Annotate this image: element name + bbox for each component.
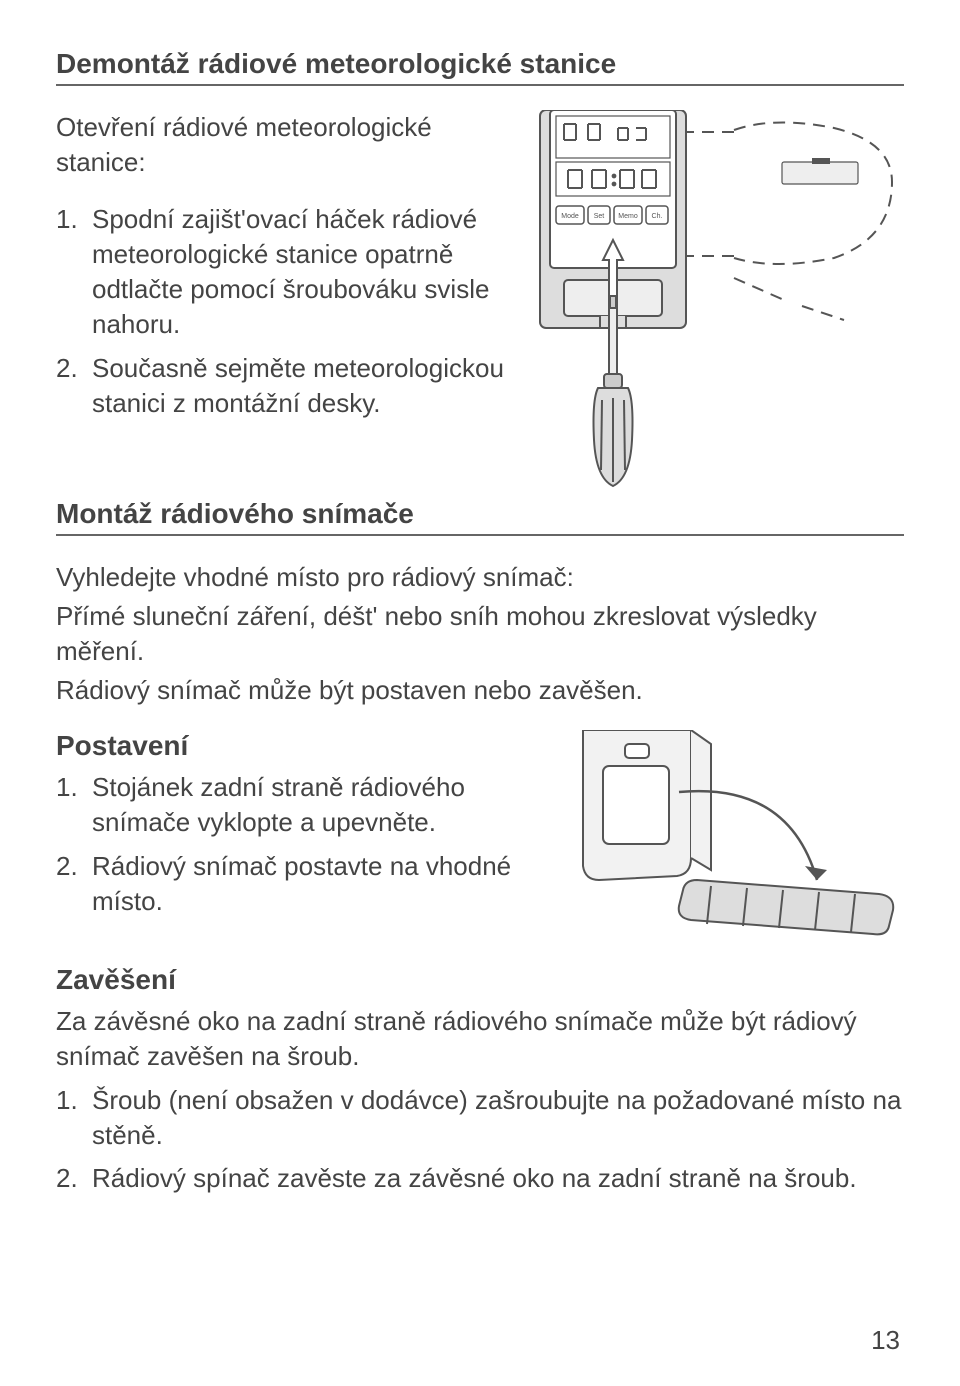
- section2-title: Montáž rádiového snímače: [56, 498, 904, 536]
- postaveni-text-col: Postavení Stojánek zadní straně rádiovéh…: [56, 730, 562, 940]
- sub2-title: Zavěšení: [56, 964, 904, 996]
- svg-text:Mode: Mode: [561, 213, 579, 220]
- section1-text-col: Otevření rádiové meteorologické stanice:…: [56, 110, 522, 490]
- svg-text:Set: Set: [594, 213, 605, 220]
- zaveseni-step2: Rádiový spínač zavěste za závěsné oko na…: [56, 1161, 904, 1196]
- section1-row: Otevření rádiové meteorologické stanice:…: [56, 110, 904, 490]
- zaveseni-step1: Šroub (není obsažen v dodávce) zašroubuj…: [56, 1083, 904, 1153]
- postaveni-step1: Stojánek zadní straně rádiového snímače …: [56, 770, 562, 840]
- illustration-stand: [574, 730, 904, 940]
- section2-intro1: Vyhledejte vhodné místo pro rádiový sním…: [56, 560, 904, 595]
- section1-step1: Spodní zajišt'ovací háček rádiové meteor…: [56, 202, 522, 342]
- postaveni-steps: Stojánek zadní straně rádiového snímače …: [56, 770, 562, 918]
- section1-intro: Otevření rádiové meteorologické stanice:: [56, 110, 522, 180]
- svg-text:Ch.: Ch.: [652, 213, 663, 220]
- section1-step2: Současně sejměte meteorologickou stanici…: [56, 351, 522, 421]
- sub1-title: Postavení: [56, 730, 562, 762]
- page: Demontáž rádiové meteorologické stanice …: [0, 0, 960, 1386]
- section1-steps: Spodní zajišt'ovací háček rádiové meteor…: [56, 202, 522, 421]
- svg-text:Memo: Memo: [618, 213, 638, 220]
- page-number: 13: [871, 1325, 900, 1356]
- section1-title: Demontáž rádiové meteorologické stanice: [56, 48, 904, 86]
- postaveni-row: Postavení Stojánek zadní straně rádiovéh…: [56, 730, 904, 940]
- hang-intro: Za závěsné oko na zadní straně rádiového…: [56, 1004, 904, 1074]
- zaveseni-steps: Šroub (není obsažen v dodávce) zašroubuj…: [56, 1083, 904, 1196]
- illustration-screwdriver: Mode Set Memo Ch.: [534, 110, 904, 490]
- section2-intro2: Přímé sluneční záření, déšt' nebo sníh m…: [56, 599, 904, 669]
- section2-intro3: Rádiový snímač může být postaven nebo za…: [56, 673, 904, 708]
- postaveni-step2: Rádiový snímač postavte na vhodné místo.: [56, 849, 562, 919]
